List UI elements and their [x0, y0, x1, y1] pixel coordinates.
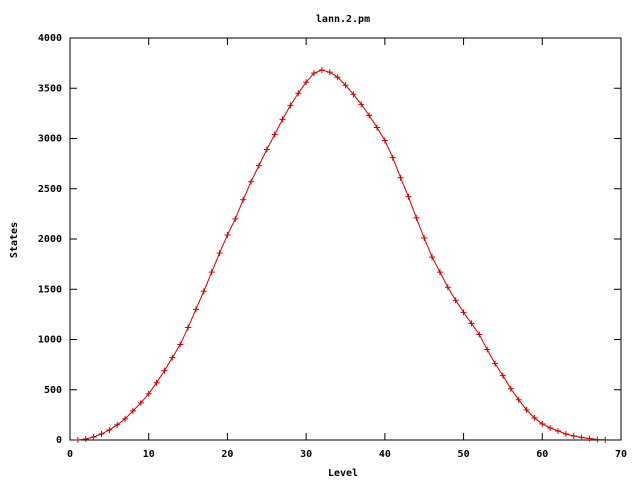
point-marker [602, 436, 609, 443]
point-marker [444, 284, 451, 291]
point-marker [539, 420, 546, 427]
point-marker [578, 434, 585, 441]
point-marker [200, 288, 207, 295]
point-marker [326, 69, 333, 76]
point-marker [169, 354, 176, 361]
point-marker [224, 231, 231, 238]
point-marker [413, 214, 420, 221]
point-marker [114, 421, 121, 428]
point-marker [429, 254, 436, 261]
point-marker [570, 432, 577, 439]
x-axis-label: Level [328, 468, 358, 479]
point-marker [547, 424, 554, 431]
point-marker [492, 360, 499, 367]
y-tick-label: 4000 [38, 33, 62, 44]
point-marker [137, 399, 144, 406]
point-marker [216, 250, 223, 257]
y-tick-label: 2500 [38, 184, 62, 195]
x-tick-label: 60 [536, 449, 548, 460]
point-marker [90, 433, 97, 440]
point-marker [74, 437, 81, 443]
point-marker [586, 435, 593, 442]
point-marker [263, 146, 270, 153]
point-marker [373, 124, 380, 131]
point-marker [271, 131, 278, 138]
point-marker [279, 116, 286, 123]
point-marker [452, 297, 459, 304]
point-marker [303, 79, 310, 86]
y-tick-label: 3500 [38, 83, 62, 94]
point-marker [436, 269, 443, 276]
point-marker [311, 70, 318, 77]
x-tick-label: 50 [458, 449, 470, 460]
point-marker [507, 385, 514, 392]
x-tick-label: 10 [143, 449, 155, 460]
point-marker [366, 112, 373, 119]
point-marker [350, 91, 357, 98]
point-marker [129, 407, 136, 414]
point-marker [499, 372, 506, 379]
point-marker [484, 346, 491, 353]
point-marker [145, 390, 152, 397]
point-marker [334, 74, 341, 81]
x-tick-label: 70 [615, 449, 627, 460]
point-marker [232, 215, 239, 222]
y-tick-label: 1000 [38, 335, 62, 346]
point-marker [287, 102, 294, 109]
point-marker [468, 320, 475, 327]
point-marker [177, 341, 184, 348]
chart-title: lann.2.pm [316, 14, 370, 25]
point-marker [255, 162, 262, 169]
point-marker [562, 430, 569, 437]
point-marker [381, 137, 388, 144]
x-tick-label: 40 [379, 449, 391, 460]
point-marker [208, 269, 215, 276]
point-marker [531, 414, 538, 421]
point-marker [342, 82, 349, 89]
plot-border [69, 37, 622, 441]
point-marker [405, 193, 412, 200]
point-marker [397, 174, 404, 181]
y-tick-label: 1500 [38, 284, 62, 295]
point-marker [185, 324, 192, 331]
point-marker [153, 379, 160, 386]
y-tick-label: 3000 [38, 134, 62, 145]
point-marker [106, 426, 113, 433]
point-marker [515, 396, 522, 403]
point-marker [358, 101, 365, 108]
y-tick-label: 500 [44, 385, 62, 396]
point-marker [122, 415, 129, 422]
point-marker [248, 178, 255, 185]
point-marker [389, 154, 396, 161]
point-marker [594, 436, 601, 443]
point-marker [318, 67, 325, 74]
point-marker [240, 196, 247, 203]
point-marker [161, 367, 168, 374]
x-tick-label: 20 [221, 449, 233, 460]
y-tick-label: 2000 [38, 234, 62, 245]
point-marker [295, 90, 302, 97]
y-axis-label: States [9, 222, 20, 258]
point-marker [555, 427, 562, 434]
y-tick-label: 0 [56, 435, 62, 446]
point-marker [523, 406, 530, 413]
point-marker [98, 430, 105, 437]
x-tick-label: 30 [300, 449, 312, 460]
point-marker [460, 309, 467, 316]
x-tick-label: 0 [67, 449, 73, 460]
point-marker [82, 435, 89, 442]
point-marker [476, 331, 483, 338]
point-marker [421, 234, 428, 241]
series-line [77, 69, 606, 441]
point-marker [192, 306, 199, 313]
